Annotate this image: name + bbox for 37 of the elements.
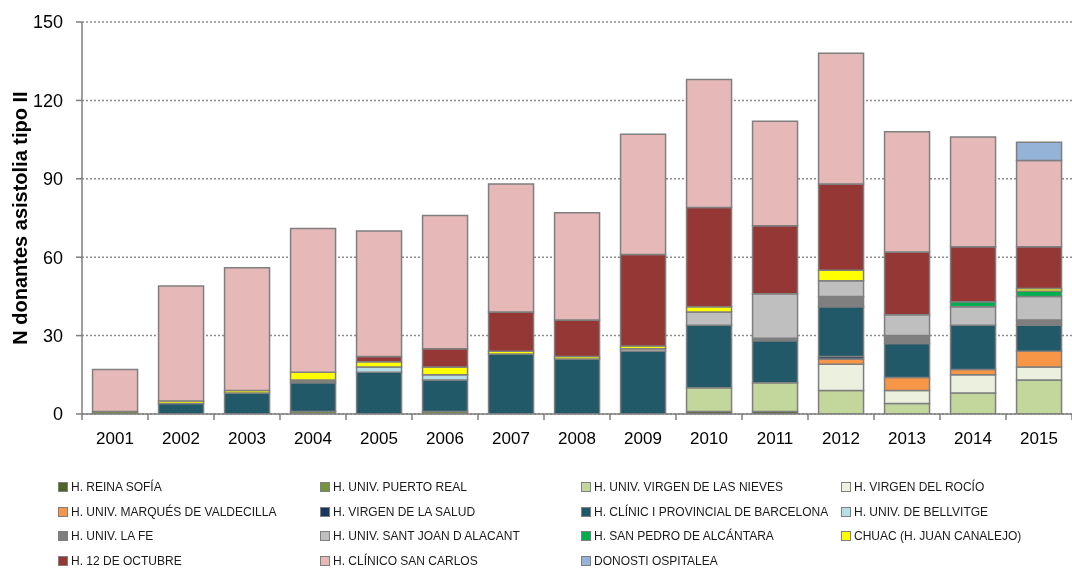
legend-label: H. VIRGEN DE LA SALUD — [333, 504, 476, 519]
legend-label: H. UNIV. SANT JOAN D ALACANT — [333, 529, 520, 544]
x-tick-label: 2010 — [690, 429, 728, 449]
x-tick-label: 2004 — [294, 429, 332, 449]
x-tick-label: 2013 — [888, 429, 926, 449]
y-tick-label: 60 — [42, 247, 63, 268]
legend-label: H. REINA SOFÍA — [71, 480, 162, 495]
legend-label: H. UNIV. MARQUÉS DE VALDECILLA — [71, 504, 277, 519]
legend-label: H. UNIV. LA FE — [71, 529, 154, 544]
x-tick-label: 2001 — [96, 429, 134, 449]
legend-label: DONOSTI OSPITALEA — [594, 553, 718, 568]
x-tick-label: 2011 — [756, 429, 794, 449]
legend-label: H. 12 DE OCTUBRE — [71, 553, 182, 568]
x-tick-label: 2014 — [954, 429, 992, 449]
y-tick-label: 0 — [52, 404, 63, 425]
legend-label: CHUAC (H. JUAN CANALEJO) — [854, 529, 1022, 544]
x-tick-label: 2002 — [162, 429, 200, 449]
y-tick-label: 150 — [32, 12, 63, 33]
legend-label: H. VIRGEN DEL ROCÍO — [854, 480, 985, 495]
y-tick-label: 120 — [32, 90, 63, 111]
y-axis-title: N donantes asistolia tipo II — [9, 91, 32, 345]
legend-label: H. CLÍNICO SAN CARLOS — [333, 553, 478, 568]
y-tick-label: 90 — [42, 169, 63, 190]
legend-label: H. CLÍNIC I PROVINCIAL DE BARCELONA — [594, 504, 829, 519]
x-tick-label: 2012 — [822, 429, 860, 449]
x-tick-label: 2006 — [426, 429, 464, 449]
y-tick-label: 30 — [42, 325, 63, 346]
x-tick-label: 2005 — [360, 429, 398, 449]
legend-label: H. SAN PEDRO DE ALCÁNTARA — [594, 529, 774, 544]
x-tick-label: 2003 — [228, 429, 266, 449]
legend-label: H. UNIV. PUERTO REAL — [333, 480, 467, 495]
x-tick-label: 2015 — [1020, 429, 1058, 449]
x-tick-label: 2008 — [558, 429, 596, 449]
legend-label: H. UNIV. VIRGEN DE LAS NIEVES — [594, 480, 783, 495]
x-tick-label: 2009 — [624, 429, 662, 449]
legend-label: H. UNIV. DE BELLVITGE — [854, 504, 989, 519]
x-tick-label: 2007 — [492, 429, 530, 449]
